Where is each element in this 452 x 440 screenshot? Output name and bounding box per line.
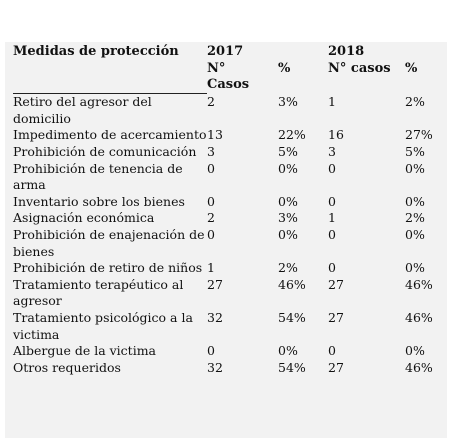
table-row: Albergue de la victima 0 0% 0 0% (13, 343, 445, 360)
measure-label: Inventario sobre los bienes (13, 193, 185, 209)
table-row: Prohibición de comunicación 3 5% 3 5% (13, 144, 445, 161)
table-cell: 46% (405, 310, 433, 325)
table-cell: 1 (328, 210, 336, 226)
table-cell: 0 (328, 193, 336, 209)
table-cell: 46% (278, 276, 306, 292)
table-cell: 0% (278, 160, 298, 176)
table-cell: 3 (328, 144, 336, 160)
table-cell: 3 (207, 144, 215, 160)
measure-label: Retiro del agresor del domicilio (13, 94, 152, 126)
measure-label: Prohibición de tenencia de arma (13, 160, 183, 193)
table-cell: 27 (207, 276, 223, 292)
table-row: Prohibición de retiro de niños 1 2% 0 0% (13, 260, 445, 277)
header-title: Medidas de protección (13, 44, 179, 59)
table-row: Retiro del agresor del domicilio 2 3% 1 2% (13, 94, 445, 128)
measure-label: Prohibición de enajenación de bienes (13, 227, 205, 259)
table-body: Retiro del agresor del domicilio 2 3% 1 2% Im… (13, 94, 445, 377)
table-row: Impedimento de acercamiento 13 22% 16 27% (13, 127, 445, 144)
table-cell: 0 (207, 160, 215, 176)
table-cell: 2 (207, 93, 215, 109)
measure-label: Asignación económica (13, 210, 155, 226)
table-cell: 0 (207, 227, 215, 243)
table-panel: Medidas de protección 2017 2018 N° Casos… (5, 42, 447, 438)
table-cell: 0% (405, 260, 425, 276)
table-cell: 1 (207, 260, 215, 276)
column-header: N° casos (328, 60, 391, 76)
table-cell: 0% (405, 227, 425, 243)
table-cell: 13 (207, 127, 223, 143)
table-cell: 22% (278, 127, 306, 143)
table-row: Prohibición de tenencia de arma 0 0% 0 0% (13, 161, 445, 194)
table-cell: 2% (405, 93, 425, 109)
table-cell: 0 (328, 160, 336, 176)
table-cell: 0% (405, 343, 425, 359)
table-cell: 27% (405, 127, 433, 143)
table-cell: 0 (328, 260, 336, 276)
table-cell: 46% (405, 359, 433, 375)
subheader-row: N° Casos % N° casos % (13, 60, 445, 95)
table-cell: 27 (328, 359, 344, 375)
table-cell: 3% (278, 210, 298, 226)
measure-label: Prohibición de comunicación (13, 144, 197, 160)
column-header: N° Casos (207, 60, 250, 93)
table-cell: 0% (278, 193, 298, 209)
table-cell: 27 (328, 276, 344, 292)
table-cell: 16 (328, 127, 344, 143)
table-cell: 0 (328, 343, 336, 359)
header-year: 2017 (207, 44, 244, 59)
column-header: % (405, 60, 418, 76)
measure-label: Otros requeridos (13, 359, 121, 375)
table-cell: 32 (207, 359, 223, 375)
table-row: Tratamiento psicológico a la victima 32 54… (13, 310, 445, 343)
table-row: Asignación económica 2 3% 1 2% (13, 210, 445, 227)
table-row: Tratamiento terapéutico al agresor 27 46% 2… (13, 277, 445, 310)
measure-label: Impedimento de acercamiento (13, 127, 207, 143)
measure-label: Tratamiento terapéutico al agresor (13, 276, 184, 309)
header-year: 2018 (328, 44, 365, 59)
measure-label: Prohibición de retiro de niños (13, 260, 203, 276)
table-cell: 3% (278, 93, 298, 109)
table-cell: 0% (405, 193, 425, 209)
protection-table: Medidas de protección 2017 2018 N° Casos… (13, 44, 445, 376)
table-cell: 0 (328, 227, 336, 243)
table-cell: 0 (207, 193, 215, 209)
table-cell: 32 (207, 310, 223, 325)
table-row: Inventario sobre los bienes 0 0% 0 0% (13, 194, 445, 211)
table-cell: 54% (278, 310, 306, 325)
table-cell: 2% (278, 260, 298, 276)
table-row: Otros requeridos 32 54% 27 46% (13, 360, 445, 377)
table-cell: 2 (207, 210, 215, 226)
table-cell: 0% (278, 227, 298, 243)
table-cell: 1 (328, 93, 336, 109)
table-cell: 46% (405, 276, 433, 292)
table-cell: 0 (207, 343, 215, 359)
table-cell: 2% (405, 210, 425, 226)
table-cell: 5% (278, 144, 298, 160)
header-row: Medidas de protección 2017 2018 (13, 44, 445, 61)
measure-label: Tratamiento psicológico a la victima (13, 310, 193, 342)
table-cell: 5% (405, 144, 425, 160)
table-cell: 0% (405, 160, 425, 176)
table-row: Prohibición de enajenación de bienes 0 0% 0… (13, 227, 445, 260)
measure-label: Albergue de la victima (13, 343, 157, 359)
table-cell: 27 (328, 310, 344, 325)
column-header: % (278, 60, 291, 76)
table-cell: 0% (278, 343, 298, 359)
table-cell: 54% (278, 359, 306, 375)
